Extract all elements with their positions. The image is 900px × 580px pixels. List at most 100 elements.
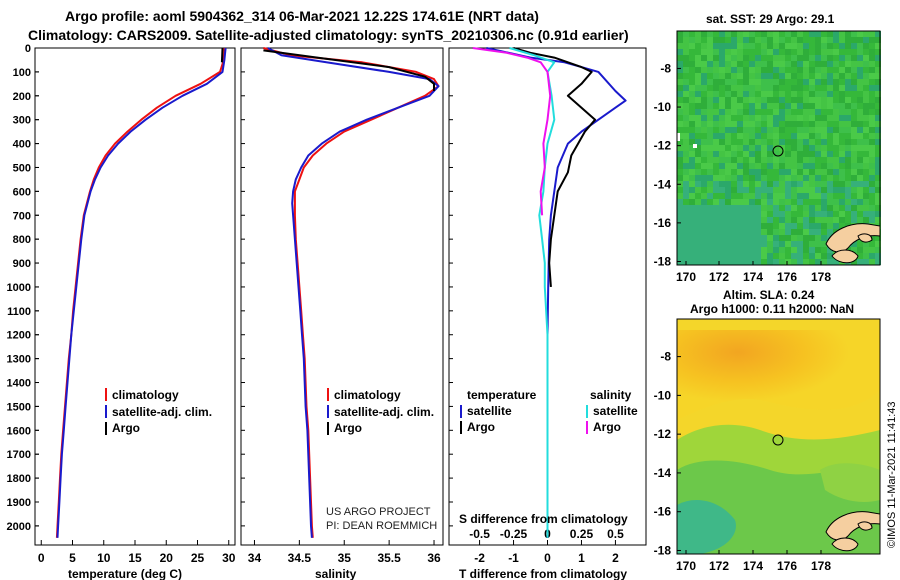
sst-cell <box>761 211 767 217</box>
sst-cell <box>797 181 803 187</box>
sst-cell <box>689 229 695 235</box>
sst-cell <box>875 217 881 223</box>
sst-cell <box>827 217 833 223</box>
sst-cell <box>869 211 875 217</box>
sst-cell <box>737 85 743 91</box>
sst-cell <box>713 91 719 97</box>
sst-cell <box>797 235 803 241</box>
sst-cell <box>791 169 797 175</box>
sst-cell <box>689 145 695 151</box>
sst-cell <box>731 145 737 151</box>
sst-cell <box>851 193 857 199</box>
sst-cell <box>833 103 839 109</box>
sst-cell <box>857 205 863 211</box>
sst-cell <box>857 79 863 85</box>
sst-cell <box>749 127 755 133</box>
sst-cell <box>695 175 701 181</box>
sst-cell <box>851 169 857 175</box>
sst-cell <box>875 133 881 139</box>
sst-cell <box>737 133 743 139</box>
sst-cell <box>707 151 713 157</box>
sst-cell <box>761 157 767 163</box>
sst-cell <box>749 73 755 79</box>
depth-tick-label: 600 <box>13 186 31 198</box>
sst-cell <box>731 223 737 229</box>
sst-cell <box>683 67 689 73</box>
sst-cell <box>785 43 791 49</box>
sst-cell <box>749 37 755 43</box>
sst-cell <box>863 205 869 211</box>
sst-cell <box>803 259 809 265</box>
sst-cell <box>731 211 737 217</box>
sst-cell <box>761 49 767 55</box>
sst-cell <box>803 223 809 229</box>
sst-cell <box>743 103 749 109</box>
sst-cell <box>743 127 749 133</box>
sst-cell <box>821 91 827 97</box>
sst-cell <box>761 109 767 115</box>
sst-cell <box>773 31 779 37</box>
sst-cell <box>857 67 863 73</box>
sst-cell <box>695 133 701 139</box>
sst-cell <box>755 61 761 67</box>
sst-cell <box>875 121 881 127</box>
temperature-panel: 0100200300400500600700800900100011001200… <box>7 43 236 580</box>
sst-cell <box>803 103 809 109</box>
sst-cell <box>809 37 815 43</box>
sst-cell <box>821 175 827 181</box>
sst-cell <box>689 31 695 37</box>
sst-cell <box>743 205 749 211</box>
sst-cell <box>677 187 683 193</box>
sst-cell <box>689 151 695 157</box>
sst-cell <box>695 181 701 187</box>
sst-cell <box>773 157 779 163</box>
sst-cell <box>755 157 761 163</box>
sst-cell <box>743 175 749 181</box>
sst-cell <box>779 133 785 139</box>
sst-cell <box>749 181 755 187</box>
sst-cell <box>755 91 761 97</box>
sst-cell <box>713 211 719 217</box>
sst-cell <box>683 37 689 43</box>
sst-cell <box>785 73 791 79</box>
sst-cell <box>677 235 683 241</box>
sst-cell <box>737 199 743 205</box>
sst-cell <box>809 151 815 157</box>
sst-cell <box>803 121 809 127</box>
sst-cell <box>797 85 803 91</box>
sst-cell <box>779 217 785 223</box>
sst-cell <box>683 223 689 229</box>
sst-cell <box>809 127 815 133</box>
sst-cell <box>845 199 851 205</box>
sst-cell <box>851 121 857 127</box>
sst-cell <box>749 97 755 103</box>
sst-cell <box>803 187 809 193</box>
sst-cell <box>761 217 767 223</box>
sst-cell <box>797 133 803 139</box>
depth-tick-label: 1300 <box>7 354 31 366</box>
sst-cell <box>797 139 803 145</box>
sst-cell <box>803 157 809 163</box>
sst-cell <box>755 109 761 115</box>
sst-cell <box>839 49 845 55</box>
sst-cell <box>731 121 737 127</box>
sst-cell <box>695 145 701 151</box>
sst-cell <box>785 259 791 265</box>
salinity-xlabel: salinity <box>315 567 357 580</box>
sst-cell <box>797 247 803 253</box>
sst-cell <box>767 139 773 145</box>
sst-cell <box>773 103 779 109</box>
sst-cell <box>851 103 857 109</box>
sst-cell <box>689 217 695 223</box>
x-tick-label: 35 <box>338 551 352 565</box>
sst-cell <box>743 43 749 49</box>
sst-cell <box>701 121 707 127</box>
sst-cell <box>785 217 791 223</box>
sst-cell <box>785 169 791 175</box>
sst-cell <box>863 61 869 67</box>
sst-cell <box>767 127 773 133</box>
sst-cell <box>755 175 761 181</box>
sst-cell <box>731 79 737 85</box>
sst-cell <box>707 169 713 175</box>
sst-cell <box>725 61 731 67</box>
